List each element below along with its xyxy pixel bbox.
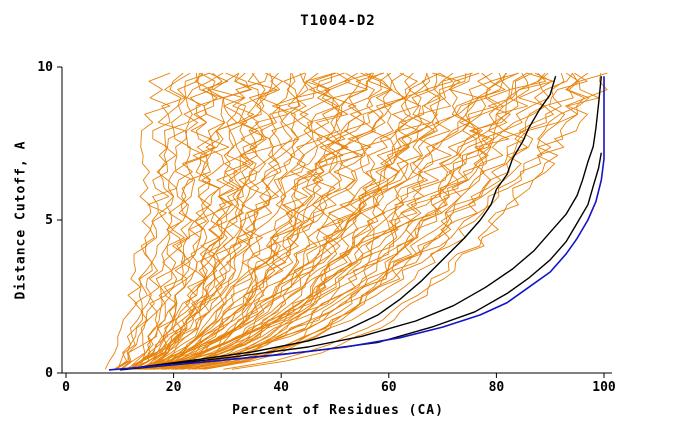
ensemble-curve xyxy=(134,73,333,370)
x-tick-label: 60 xyxy=(381,380,397,395)
ensemble-curve xyxy=(131,72,283,370)
ensemble-curve xyxy=(142,72,345,370)
ensemble-curve xyxy=(137,72,216,370)
ensemble-curve xyxy=(150,72,550,370)
ensemble-curve xyxy=(142,72,274,370)
ensemble-curve xyxy=(162,72,588,370)
ensemble-curve xyxy=(202,72,528,370)
ensemble-curve xyxy=(156,72,492,370)
ensemble-curve xyxy=(136,72,309,370)
y-tick-label: 10 xyxy=(37,60,53,75)
ensemble-curve xyxy=(145,72,306,370)
ensemble-curve xyxy=(115,73,198,370)
ensemble-curve xyxy=(173,72,547,370)
x-tick-label: 80 xyxy=(489,380,505,395)
ensemble-curve xyxy=(180,72,590,370)
ensemble-curve xyxy=(153,72,269,370)
x-tick-label: 0 xyxy=(62,380,70,395)
ensemble-curve xyxy=(147,72,473,370)
ensemble-curve xyxy=(198,72,533,370)
ensemble-curve xyxy=(150,72,373,370)
ensemble-curve xyxy=(223,72,608,370)
chart-title: T1004-D2 xyxy=(300,13,376,29)
curves-layer xyxy=(104,72,608,371)
x-tick-label: 100 xyxy=(592,380,616,395)
ensemble-curve xyxy=(144,72,414,370)
ensemble-curve xyxy=(171,72,511,370)
ensemble-curve xyxy=(161,72,339,370)
ensemble-curve xyxy=(167,72,440,370)
ensemble-curve xyxy=(164,72,472,370)
ensemble-curve xyxy=(139,72,351,370)
x-tick-label: 20 xyxy=(166,380,182,395)
ensemble-curve xyxy=(138,72,461,370)
ensemble-curve xyxy=(147,72,385,370)
ensemble-curve xyxy=(129,72,281,370)
ensemble-curve xyxy=(176,72,418,370)
ensemble-curve xyxy=(128,72,336,370)
ensemble-curve xyxy=(162,72,392,370)
x-axis-label: Percent of Residues (CA) xyxy=(232,403,444,418)
ensemble-curve xyxy=(174,72,508,370)
ensemble-curve xyxy=(231,72,585,370)
ensemble-curve xyxy=(182,72,580,370)
y-tick-label: 0 xyxy=(45,366,53,381)
highlight-curve xyxy=(141,76,557,368)
ensemble-curve xyxy=(125,72,266,370)
ensemble-curve xyxy=(113,72,224,370)
ensemble-curve xyxy=(117,72,191,370)
ensemble-curve xyxy=(114,72,186,370)
ensemble-curve xyxy=(145,72,404,370)
ensemble-curve xyxy=(140,72,245,370)
ensemble-curve xyxy=(179,72,480,370)
ensemble-curve xyxy=(175,72,454,370)
ensemble-curve xyxy=(146,72,358,370)
x-tick-label: 40 xyxy=(273,380,289,395)
ensemble-curve xyxy=(143,72,555,370)
ensemble-curve xyxy=(134,72,253,370)
ensemble-curve xyxy=(153,72,393,370)
ensemble-curve xyxy=(165,73,608,370)
ensemble-curve xyxy=(187,72,565,370)
ensemble-curve xyxy=(127,72,215,370)
y-tick-label: 5 xyxy=(45,213,53,228)
ensemble-curve xyxy=(119,72,210,370)
ensemble-curve xyxy=(104,72,171,370)
ensemble-curve xyxy=(194,72,553,370)
ensemble-curve xyxy=(174,72,406,370)
highlight-curve xyxy=(130,76,602,370)
ensemble-curve xyxy=(137,72,546,370)
best-curve xyxy=(108,76,605,371)
